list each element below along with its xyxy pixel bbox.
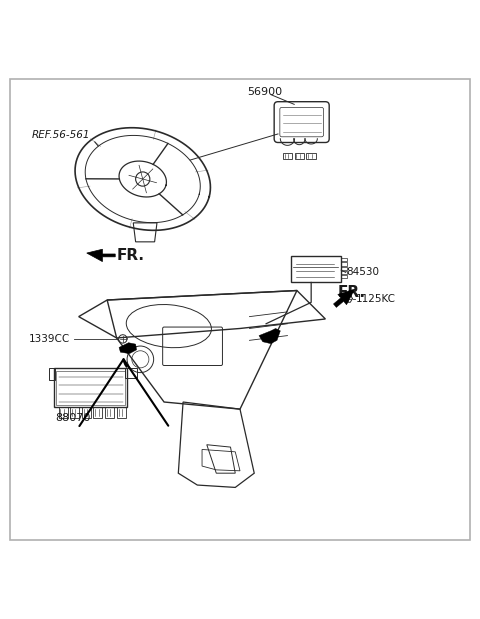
Text: REF.56-561: REF.56-561 (31, 130, 90, 140)
Polygon shape (87, 249, 115, 262)
Text: FR.: FR. (337, 285, 365, 300)
Bar (54, 368, 127, 407)
Bar (82, 407, 91, 418)
Bar (70, 407, 79, 418)
Bar (341, 262, 347, 266)
Text: FR.: FR. (117, 248, 144, 263)
Bar (341, 275, 347, 279)
Polygon shape (119, 343, 137, 353)
Bar (306, 153, 316, 158)
Bar (291, 256, 341, 282)
Bar (125, 368, 137, 378)
Bar (59, 407, 68, 418)
Text: 1125KC: 1125KC (356, 293, 396, 303)
Bar (105, 407, 114, 418)
Bar (295, 153, 304, 158)
Text: 56900: 56900 (247, 87, 282, 97)
Bar (341, 271, 347, 274)
Bar (49, 368, 55, 380)
Polygon shape (259, 329, 280, 344)
Text: 84530: 84530 (347, 267, 380, 277)
Text: 88070: 88070 (55, 413, 90, 423)
Text: 1339CC: 1339CC (29, 334, 70, 344)
Bar (283, 153, 292, 158)
Bar (56, 371, 125, 405)
Bar (341, 258, 347, 261)
Bar (94, 407, 102, 418)
Bar (117, 407, 126, 418)
Bar (341, 267, 347, 270)
FancyArrowPatch shape (79, 359, 168, 426)
Polygon shape (334, 289, 355, 308)
